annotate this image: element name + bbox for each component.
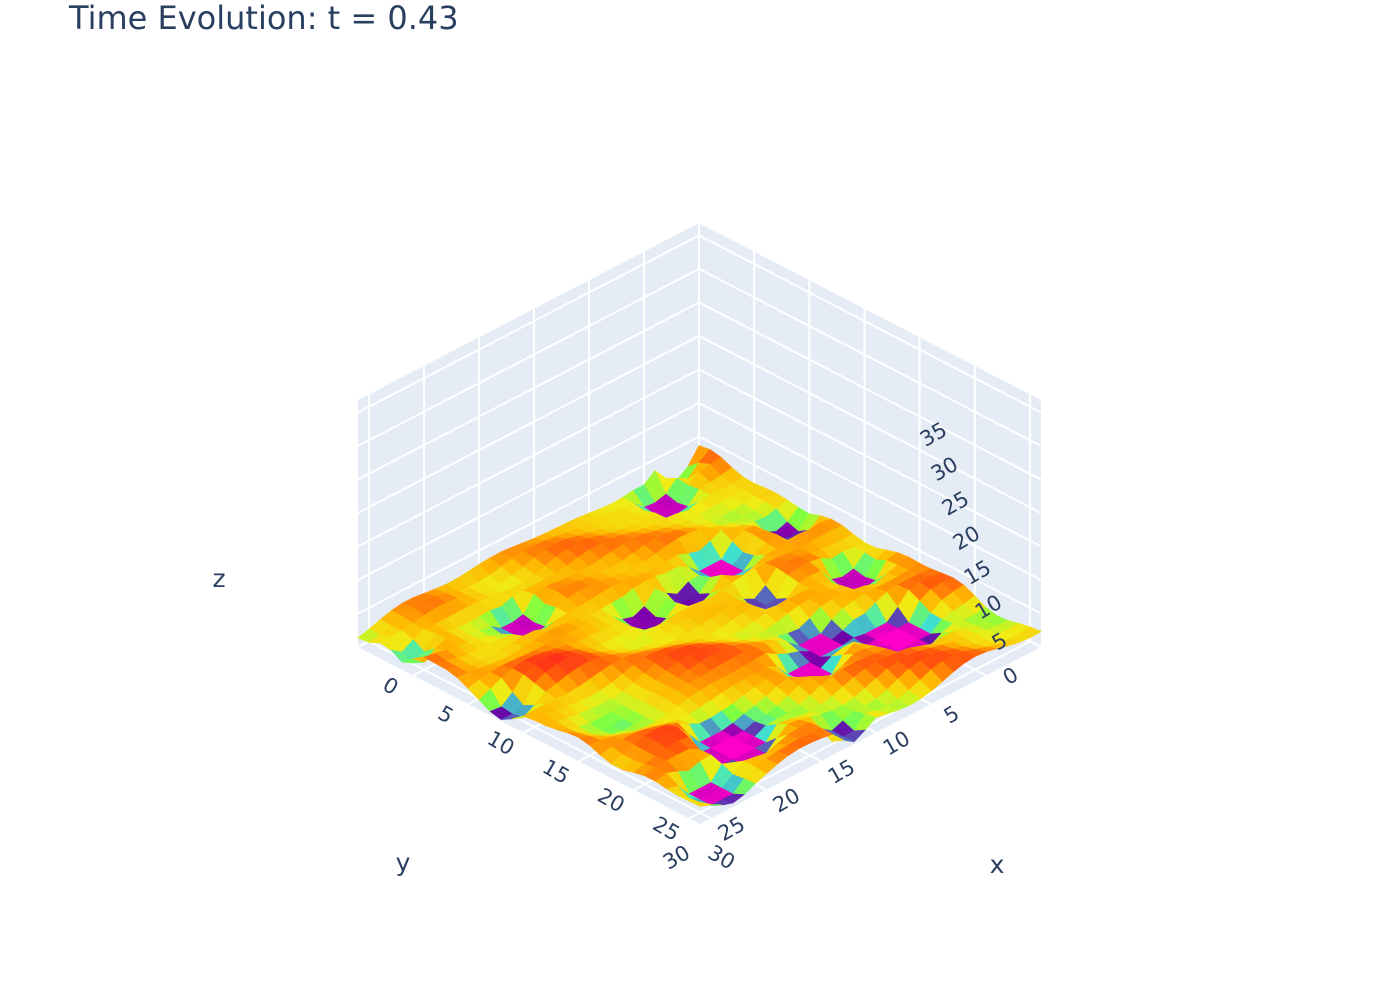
x-tick-label: 15 (538, 755, 573, 789)
gridline-z-ywall (357, 402, 700, 581)
y-axis-title: y (396, 848, 411, 877)
gridline-z-xwall (698, 301, 1042, 481)
z-tick-label: 0 (999, 662, 1023, 689)
gridline-z-xwall (698, 402, 1042, 581)
x-tick-label: 30 (704, 840, 739, 874)
gridline-z-ywall (357, 301, 700, 481)
gridline-z-ywall (357, 368, 700, 548)
wall-xz (699, 222, 1041, 647)
y-tick-label: 30 (659, 840, 694, 874)
chart-title: Time Evolution: t = 0.43 (69, 0, 459, 37)
gridline-z-ywall (357, 435, 700, 615)
gridline-z-xwall (698, 368, 1042, 548)
y-tick-label: 5 (940, 701, 964, 728)
x-tick-label: 20 (594, 783, 629, 817)
x-tick-label: 25 (649, 812, 684, 846)
surface-cell (688, 800, 712, 807)
gridline-z-xwall (698, 268, 1042, 447)
gridline-z-ywall (357, 234, 700, 414)
gridline-y-floor (368, 640, 712, 820)
gridline-z-xwall (698, 234, 1042, 414)
wall-yz (358, 222, 699, 647)
y-tick-label: 10 (879, 726, 914, 760)
x-tick-label: 0 (379, 672, 403, 699)
y-tick-label: 15 (824, 755, 859, 789)
gridline-z-xwall (698, 335, 1042, 514)
x-tick-label: 10 (483, 726, 518, 760)
z-axis-title: z (212, 564, 225, 593)
x-tick-label: 5 (434, 701, 458, 728)
y-tick-label: 20 (769, 783, 804, 817)
axis-titles: x y z (212, 564, 1004, 879)
wall-edge-y (357, 221, 700, 400)
wall-edge-x (698, 221, 1042, 400)
x-axis-title: x (990, 850, 1005, 879)
y-tick-label: 25 (714, 812, 749, 846)
surface-mesh (357, 445, 1042, 807)
gridline-z-xwall (698, 435, 1042, 615)
gridline-z-ywall (357, 335, 700, 514)
gridline-z-ywall (357, 268, 700, 447)
